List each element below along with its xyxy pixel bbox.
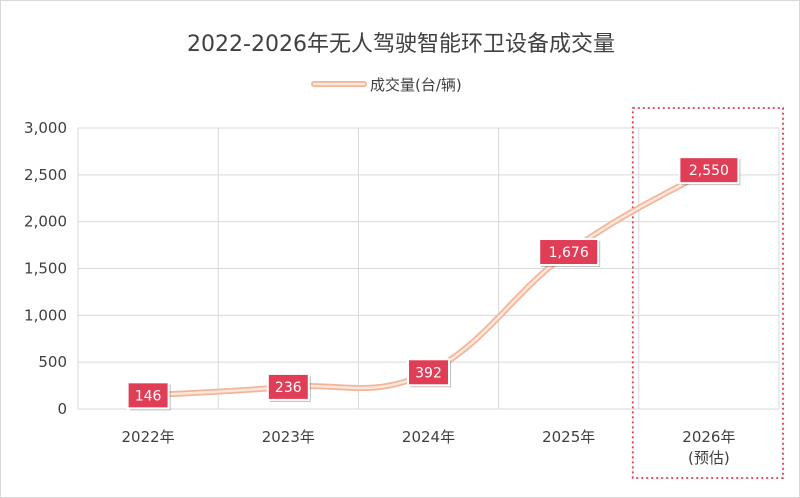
data-label-1: 236 bbox=[266, 372, 311, 402]
data-label-text: 1,676 bbox=[549, 245, 589, 261]
data-label-box bbox=[678, 156, 740, 185]
forecast-highlight-box bbox=[631, 107, 784, 479]
y-tick-label-3: 1,500 bbox=[24, 260, 67, 278]
legend-label: 成交量(台/辆) bbox=[370, 76, 462, 94]
data-label-text: 146 bbox=[135, 388, 162, 404]
y-tick-label-4: 2,000 bbox=[24, 213, 67, 231]
data-label-0: 146 bbox=[126, 381, 171, 411]
data-label-text: 392 bbox=[415, 365, 442, 381]
x-tick-label-1: 2023年 bbox=[262, 428, 315, 446]
data-label-box bbox=[266, 372, 310, 401]
data-label-3: 1,676 bbox=[538, 238, 601, 268]
chart-title: 2022-2026年无人驾驶智能环卫设备成交量 bbox=[187, 32, 615, 57]
data-labels: 146 236 392 1,676 2,550 bbox=[126, 156, 741, 411]
x-tick-label-4-line-1: (预估) bbox=[688, 449, 730, 467]
y-tick-label-1: 500 bbox=[38, 353, 67, 371]
y-tick-label-0: 0 bbox=[57, 400, 67, 418]
data-label-2: 392 bbox=[407, 358, 451, 388]
legend: 成交量(台/辆) bbox=[311, 76, 462, 94]
forecast-highlight bbox=[631, 107, 784, 479]
data-label-text: 2,550 bbox=[689, 163, 729, 179]
y-tick-label-2: 1,000 bbox=[24, 306, 67, 324]
gridlines bbox=[77, 127, 780, 410]
data-label-box bbox=[126, 381, 170, 410]
data-label-4: 2,550 bbox=[678, 156, 741, 186]
data-label-box bbox=[538, 238, 600, 267]
y-tick-label-5: 2,500 bbox=[24, 166, 67, 184]
data-label-text: 236 bbox=[275, 380, 302, 396]
y-axis: 0 500 1,000 1,500 2,000 2,500 3,000 bbox=[24, 119, 67, 418]
x-tick-label-3: 2025年 bbox=[542, 428, 595, 446]
x-tick-label-0: 2022年 bbox=[122, 428, 175, 446]
x-tick-label-2: 2024年 bbox=[402, 428, 455, 446]
data-label-box bbox=[407, 358, 450, 387]
x-axis: 2022年 2023年 2024年 2025年 2026年 (预估) bbox=[122, 428, 736, 467]
x-tick-label-4: 2026年 bbox=[682, 428, 735, 446]
y-tick-label-6: 3,000 bbox=[24, 119, 67, 137]
